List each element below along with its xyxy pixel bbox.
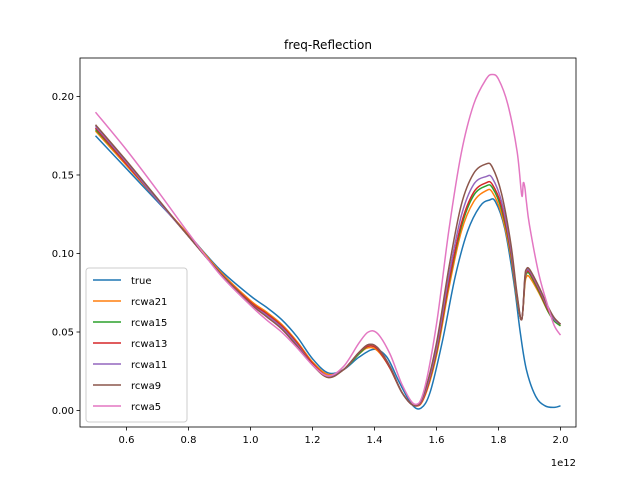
x-tick-label: 0.8 [181,435,197,446]
legend-label: true [131,276,152,287]
x-tick-label: 1.6 [429,435,445,446]
plot-frame [79,57,577,428]
y-tick-label: 0.15 [52,170,74,181]
y-axis: 0.00 0.05 0.10 0.15 0.20 [52,92,80,417]
legend-label: rcwa21 [131,297,167,308]
x-axis: 0.6 0.8 1.0 1.2 1.4 1.6 1.8 2.0 [119,427,569,446]
legend-label: rcwa5 [131,402,161,413]
legend: true rcwa21 rcwa15 rcwa13 rcwa11 rcwa9 rcwa5 [85,267,188,423]
series-line-rcwa5 [94,73,562,406]
y-tick-label: 0.00 [52,406,74,417]
x-tick-label: 0.6 [119,435,135,446]
y-tick-label: 0.10 [52,249,74,260]
x-offset-label: 1e12 [551,458,576,469]
legend-label: rcwa9 [131,381,161,392]
x-tick-label: 1.2 [305,435,321,446]
chart-title: freq-Reflection [284,38,372,52]
x-tick-label: 2.0 [553,435,569,446]
x-tick-label: 1.8 [491,435,507,446]
y-tick-label: 0.20 [52,92,74,103]
legend-label: rcwa15 [131,318,167,329]
x-tick-label: 1.0 [243,435,259,446]
x-tick-label: 1.4 [367,435,383,446]
legend-label: rcwa13 [131,339,167,350]
y-tick-label: 0.05 [52,328,74,339]
series-layer [94,73,562,410]
legend-label: rcwa11 [131,360,167,371]
legend-box [85,267,188,423]
